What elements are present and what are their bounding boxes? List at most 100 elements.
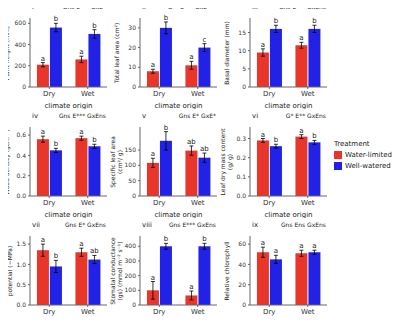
svg-text:0.4: 0.4 (16, 152, 26, 159)
svg-text:0: 0 (242, 83, 246, 90)
svg-text:a: a (312, 242, 316, 250)
svg-text:b: b (202, 235, 207, 243)
svg-text:ab: ab (90, 247, 99, 255)
svg-text:Dry: Dry (43, 90, 55, 98)
svg-text:0.0: 0.0 (16, 301, 26, 308)
svg-text:200: 200 (125, 272, 137, 279)
svg-text:a: a (151, 150, 155, 158)
svg-text:0.0: 0.0 (16, 192, 26, 199)
svg-text:b: b (164, 235, 169, 243)
svg-text:Dry: Dry (153, 308, 165, 316)
svg-text:a: a (299, 242, 303, 250)
svg-text:b: b (92, 22, 97, 30)
svg-text:a: a (274, 247, 278, 255)
svg-text:climate origin: climate origin (264, 211, 312, 218)
svg-text:0.3: 0.3 (236, 135, 246, 142)
svg-text:Wet: Wet (81, 308, 95, 316)
svg-text:c: c (203, 36, 207, 44)
svg-text:b: b (54, 140, 59, 148)
svg-text:Dry: Dry (263, 199, 275, 207)
svg-text:a: a (151, 274, 155, 282)
svg-text:15: 15 (238, 29, 246, 36)
svg-text:a: a (299, 127, 303, 135)
svg-text:Dry: Dry (263, 308, 275, 316)
svg-text:a: a (189, 283, 193, 291)
svg-text:30: 30 (128, 24, 136, 31)
svg-text:a: a (79, 240, 83, 248)
svg-text:Dry: Dry (263, 90, 275, 98)
svg-text:0: 0 (22, 83, 26, 90)
svg-text:0.6: 0.6 (16, 131, 26, 138)
svg-text:Dry: Dry (153, 199, 165, 207)
svg-text:200: 200 (15, 62, 27, 69)
svg-text:Wet: Wet (301, 90, 315, 98)
svg-text:a: a (261, 131, 265, 139)
svg-text:ab: ab (200, 145, 209, 153)
svg-text:50: 50 (128, 177, 136, 184)
svg-text:Dry: Dry (43, 199, 55, 207)
svg-text:a: a (261, 41, 265, 49)
svg-text:a: a (41, 55, 45, 63)
svg-text:20: 20 (238, 281, 246, 288)
svg-text:a: a (189, 53, 193, 61)
svg-text:a: a (41, 128, 45, 136)
svg-text:Wet: Wet (301, 308, 315, 316)
svg-text:400: 400 (125, 242, 137, 249)
svg-text:600: 600 (15, 19, 27, 26)
svg-text:1.0: 1.0 (16, 261, 26, 268)
svg-text:0: 0 (132, 83, 136, 90)
html-text:Stomatal conductance (gs) (mmo: Stomatal conductance (gs) (mmol m⁻² s⁻¹) (108, 236, 122, 305)
svg-text:0: 0 (132, 301, 136, 308)
svg-text:150: 150 (125, 146, 137, 153)
svg-text:Wet: Wet (81, 199, 95, 207)
svg-text:a: a (79, 48, 83, 56)
svg-text:300: 300 (125, 257, 137, 264)
svg-text:100: 100 (125, 286, 137, 293)
svg-text:a: a (41, 236, 45, 244)
svg-text:0.0: 0.0 (236, 192, 246, 199)
svg-text:Wet: Wet (191, 90, 205, 98)
svg-text:Wet: Wet (191, 308, 205, 316)
svg-text:climate origin: climate origin (44, 211, 92, 218)
svg-text:0.1: 0.1 (236, 173, 246, 180)
svg-text:b: b (54, 252, 59, 260)
svg-text:b: b (312, 132, 317, 140)
svg-text:0.2: 0.2 (16, 172, 26, 179)
svg-text:climate origin: climate origin (154, 102, 202, 109)
svg-text:a: a (261, 239, 265, 247)
svg-text:a: a (151, 61, 155, 69)
svg-text:a: a (299, 34, 303, 42)
svg-text:ab: ab (187, 138, 196, 146)
svg-text:Dry: Dry (153, 90, 165, 98)
svg-text:Wet: Wet (191, 199, 205, 207)
svg-text:60: 60 (238, 240, 246, 247)
svg-text:0.2: 0.2 (236, 154, 246, 161)
svg-text:Wet: Wet (301, 199, 315, 207)
svg-text:b: b (92, 136, 97, 144)
svg-text:b: b (274, 136, 279, 144)
svg-text:10: 10 (128, 63, 136, 70)
svg-text:5: 5 (242, 65, 246, 72)
html-text:Specific leaf area (cm²/ g): Specific leaf area (cm²/ g) (108, 135, 122, 188)
svg-text:0: 0 (242, 301, 246, 308)
svg-text:0: 0 (132, 192, 136, 199)
svg-text:400: 400 (15, 41, 27, 48)
svg-text:40: 40 (238, 261, 246, 268)
svg-text:1.5: 1.5 (16, 240, 26, 247)
svg-text:climate origin: climate origin (44, 102, 92, 109)
svg-text:100: 100 (125, 161, 137, 168)
html-text:Leaf dry mass content (g/ g): Leaf dry mass content (g/ g) (218, 128, 232, 195)
svg-text:Dry: Dry (43, 308, 55, 316)
svg-text:climate origin: climate origin (264, 102, 312, 109)
svg-text:20: 20 (128, 44, 136, 51)
svg-text:b: b (274, 17, 279, 25)
svg-text:b: b (54, 15, 59, 23)
svg-text:b: b (164, 124, 169, 132)
svg-text:climate origin: climate origin (154, 211, 202, 218)
svg-text:0.5: 0.5 (16, 281, 26, 288)
svg-text:b: b (312, 17, 317, 25)
svg-text:10: 10 (238, 47, 246, 54)
svg-text:b: b (164, 14, 169, 22)
svg-text:a: a (79, 128, 83, 136)
svg-text:Wet: Wet (81, 90, 95, 98)
